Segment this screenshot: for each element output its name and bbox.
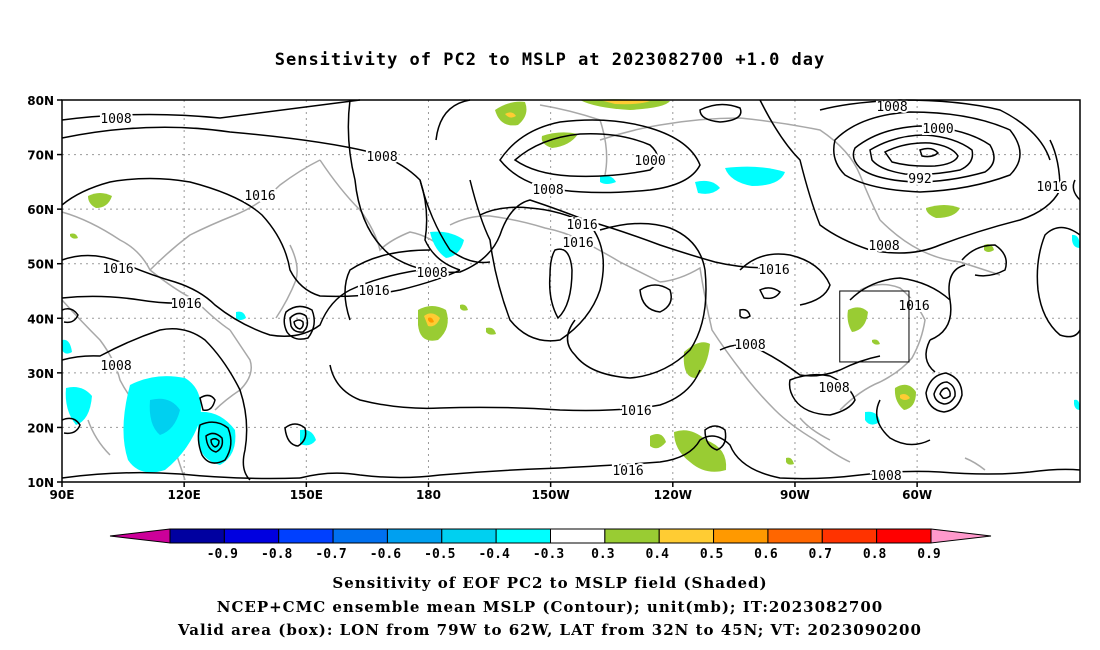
contour-label: 992 [908,172,931,187]
colorbar-segment [821,528,878,544]
contour-label: 1000 [634,154,665,169]
lat-tick-label: 60N [27,203,54,217]
colorbar-label: -0.5 [424,547,455,562]
colorbar-segment [550,528,606,544]
contour-labels: 1008 1008 1016 1016 1016 1008 1008 1016 1016 1008… [98,98,1069,486]
caption-shaded: Sensitivity of EOF PC2 to MSLP field (Sh… [332,574,768,592]
colorbar-segment [386,528,443,544]
colorbar-segment [169,528,225,544]
colorbar-segment [604,528,660,544]
map-title: Sensitivity of PC2 to MSLP at 2023082700… [274,50,826,70]
sensitivity-shading [62,99,1080,473]
lat-tick-label: 50N [27,258,54,272]
colorbar-segment [713,528,769,544]
contour-label: 1016 [758,263,789,278]
contour-label: 1008 [416,266,447,281]
colorbar-label: -0.8 [261,547,292,562]
valid-area-box [839,290,910,363]
mslp-contours [61,99,1081,481]
lat-tick-label: 80N [27,94,54,108]
colorbar-label: -0.6 [370,547,401,562]
colorbar-label: 0.7 [809,547,832,562]
caption-valid-area: Valid area (box): LON from 79W to 62W, L… [178,621,922,639]
lon-tick-label: 120W [654,488,692,502]
contour-label: 1016 [898,299,929,314]
coastlines [61,104,1001,481]
lat-tick-label: 40N [27,312,54,326]
contour-label: 1008 [100,359,131,374]
contour-label: 1016 [562,236,593,251]
contour-label: 1008 [734,338,765,353]
contour-label: 1016 [612,464,643,479]
colorbar-label: 0.4 [645,547,669,562]
lon-tick-label: 180 [416,488,441,502]
lon-tick-label: 150W [531,488,569,502]
lon-tick-label: 90E [50,488,75,502]
contour-label: 1008 [366,150,397,165]
contour-label: 1000 [922,122,953,137]
colorbar-segment [876,528,932,544]
colorbar-label: -0.9 [207,547,238,562]
lat-tick-label: 10N [27,476,54,490]
contour-label: 1016 [170,297,201,312]
colorbar-segment [278,528,334,544]
colorbar: -0.9 -0.8 -0.7 -0.6 -0.5 -0.4 -0.3 0.3 0.4 0.5 0.6… [109,528,992,562]
lat-tick-label: 30N [27,367,54,381]
contour-label: 1016 [358,284,389,299]
contour-label: 1008 [100,112,131,127]
contour-label: 1008 [868,239,899,254]
contour-label: 1016 [244,189,275,204]
colorbar-segment [332,528,388,544]
colorbar-label: 0.3 [591,547,614,562]
colorbar-label: 0.9 [917,547,940,562]
contour-label: 1016 [566,218,597,233]
caption-contour: NCEP+CMC ensemble mean MSLP (Contour); u… [216,598,884,616]
lat-tick-label: 20N [27,421,54,435]
colorbar-segment [658,528,715,544]
colorbar-segment [767,528,823,544]
colorbar-segment [495,528,551,544]
lon-tick-label: 90W [780,488,810,502]
colorbar-label: 0.6 [754,547,778,562]
colorbar-right-tip [930,528,992,544]
contour-label: 1016 [620,404,651,419]
lat-tick-label: 70N [27,149,54,163]
colorbar-label: -0.4 [478,547,509,562]
colorbar-left-tip [109,528,171,544]
contour-label: 1008 [532,183,563,198]
lon-tick-label: 150E [290,488,323,502]
contour-label: 1016 [1036,180,1067,195]
map-frame [61,99,1081,483]
colorbar-segment [223,528,280,544]
contour-label: 1008 [876,100,907,115]
lon-tick-label: 120E [168,488,201,502]
colorbar-label: 0.8 [863,547,887,562]
colorbar-label: -0.3 [533,547,564,562]
colorbar-label: -0.7 [315,547,346,562]
lon-tick-label: 60W [902,488,932,502]
colorbar-label: 0.5 [700,547,723,562]
contour-label: 1008 [818,381,849,396]
colorbar-segment [441,528,497,544]
contour-label: 1016 [102,262,133,277]
